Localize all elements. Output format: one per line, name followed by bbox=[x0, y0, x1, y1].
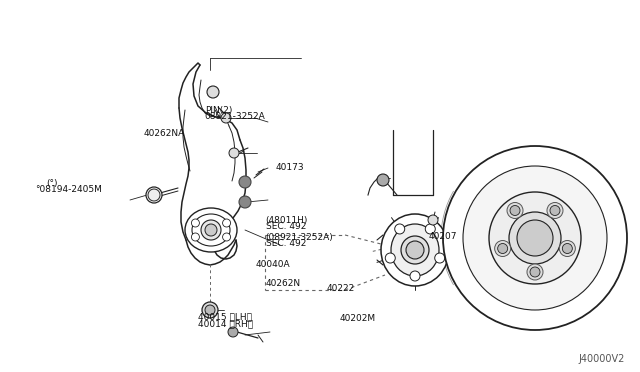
Circle shape bbox=[223, 219, 230, 227]
Circle shape bbox=[498, 244, 508, 253]
Circle shape bbox=[428, 215, 438, 225]
Circle shape bbox=[435, 253, 445, 263]
Text: 40222: 40222 bbox=[326, 284, 355, 293]
Text: 40262NA: 40262NA bbox=[143, 129, 184, 138]
Circle shape bbox=[191, 233, 200, 241]
Circle shape bbox=[223, 233, 230, 241]
Text: PIN(2): PIN(2) bbox=[205, 106, 232, 115]
Circle shape bbox=[463, 166, 607, 310]
Circle shape bbox=[443, 146, 627, 330]
Circle shape bbox=[377, 174, 389, 186]
Text: J40000V2: J40000V2 bbox=[579, 354, 625, 364]
Circle shape bbox=[239, 196, 251, 208]
Circle shape bbox=[202, 302, 218, 318]
Circle shape bbox=[201, 220, 221, 240]
Circle shape bbox=[509, 212, 561, 264]
Circle shape bbox=[510, 205, 520, 215]
Circle shape bbox=[207, 86, 219, 98]
Ellipse shape bbox=[391, 224, 439, 276]
Circle shape bbox=[517, 220, 553, 256]
Circle shape bbox=[239, 176, 251, 188]
Circle shape bbox=[191, 219, 200, 227]
Circle shape bbox=[426, 224, 435, 234]
Circle shape bbox=[547, 202, 563, 218]
Text: 40040A: 40040A bbox=[256, 260, 291, 269]
Circle shape bbox=[410, 271, 420, 281]
Circle shape bbox=[146, 187, 162, 203]
Circle shape bbox=[489, 192, 581, 284]
Text: SEC. 492: SEC. 492 bbox=[266, 239, 306, 248]
Text: (08921-3252A): (08921-3252A) bbox=[266, 233, 333, 242]
Circle shape bbox=[148, 189, 160, 201]
Circle shape bbox=[550, 205, 560, 215]
Text: 40207: 40207 bbox=[429, 232, 458, 241]
Text: (°): (°) bbox=[46, 179, 58, 188]
Circle shape bbox=[221, 113, 231, 123]
Circle shape bbox=[205, 224, 217, 236]
Text: 40014 〈RH〉: 40014 〈RH〉 bbox=[198, 319, 253, 328]
Circle shape bbox=[395, 224, 404, 234]
Text: SEC. 492: SEC. 492 bbox=[266, 222, 306, 231]
Circle shape bbox=[530, 267, 540, 277]
Circle shape bbox=[406, 241, 424, 259]
Text: °08194-2405M: °08194-2405M bbox=[35, 185, 102, 194]
Text: 40202M: 40202M bbox=[339, 314, 375, 323]
Circle shape bbox=[563, 244, 572, 253]
Circle shape bbox=[205, 305, 215, 315]
Ellipse shape bbox=[185, 208, 237, 252]
Ellipse shape bbox=[381, 214, 449, 286]
Text: 08921-3252A: 08921-3252A bbox=[205, 112, 266, 121]
Text: 40262N: 40262N bbox=[266, 279, 301, 288]
Text: 40173: 40173 bbox=[275, 163, 304, 172]
Text: 40015 〈LH〉: 40015 〈LH〉 bbox=[198, 312, 252, 321]
Circle shape bbox=[527, 264, 543, 280]
Circle shape bbox=[507, 202, 523, 218]
Text: (48011H): (48011H) bbox=[266, 216, 308, 225]
Circle shape bbox=[228, 327, 238, 337]
Circle shape bbox=[385, 253, 396, 263]
Circle shape bbox=[559, 241, 575, 257]
Circle shape bbox=[229, 148, 239, 158]
Circle shape bbox=[401, 236, 429, 264]
Circle shape bbox=[495, 241, 511, 257]
